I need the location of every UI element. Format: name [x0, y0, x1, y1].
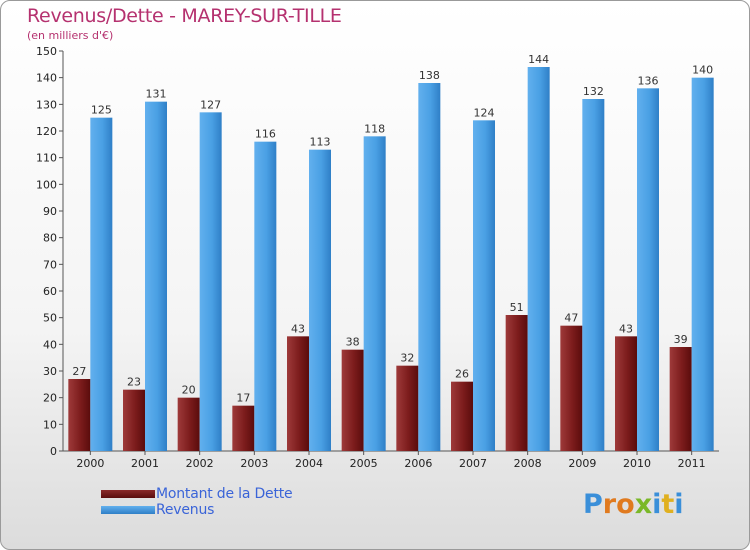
- y-tick-label: 20: [43, 392, 57, 405]
- data-label-revenue-2007: 124: [474, 106, 495, 119]
- bar-debt-2004: [287, 336, 309, 451]
- chart-bars: [68, 67, 714, 452]
- logo-letter: x: [634, 489, 653, 520]
- data-label-debt-2000: 27: [72, 365, 86, 378]
- bar-revenue-2002: [199, 112, 222, 451]
- y-tick-label: 40: [43, 338, 57, 351]
- x-tick-label: 2006: [404, 457, 432, 470]
- y-tick-label: 10: [43, 418, 57, 431]
- x-tick-label: 2005: [350, 457, 378, 470]
- data-label-debt-2010: 43: [619, 322, 633, 335]
- legend-label-debt: Montant de la Dette: [156, 486, 293, 502]
- y-tick-label: 140: [36, 72, 57, 85]
- data-label-revenue-2004: 113: [310, 136, 331, 149]
- data-label-revenue-2009: 132: [583, 85, 604, 98]
- bar-revenue-2000: [90, 117, 113, 452]
- data-label-revenue-2005: 118: [364, 122, 385, 135]
- x-tick-label: 2007: [459, 457, 487, 470]
- y-tick-label: 130: [36, 98, 57, 111]
- data-label-revenue-2003: 116: [255, 128, 276, 141]
- data-label-revenue-2002: 127: [200, 98, 221, 111]
- bar-debt-2006: [396, 365, 419, 451]
- x-tick-label: 2000: [76, 457, 104, 470]
- bar-debt-2008: [505, 315, 528, 451]
- bar-revenue-2010: [637, 88, 659, 451]
- x-tick-label: 2001: [131, 457, 159, 470]
- legend-swatch-debt: [101, 490, 155, 498]
- y-tick-label: 80: [43, 232, 57, 245]
- chart-title: Revenus/Dette - MAREY-SUR-TILLE: [27, 5, 342, 27]
- data-label-revenue-2001: 131: [146, 88, 167, 101]
- y-tick-label: 30: [43, 365, 57, 378]
- logo-letter: i: [652, 489, 662, 520]
- bar-debt-2003: [232, 405, 255, 451]
- bar-debt-2010: [615, 336, 637, 451]
- bar-revenue-2006: [418, 83, 441, 451]
- data-label-debt-2001: 23: [127, 376, 141, 389]
- logo-letter: i: [674, 489, 684, 520]
- data-label-revenue-2000: 125: [91, 104, 112, 117]
- bar-debt-2002: [177, 397, 200, 451]
- bar-debt-2000: [68, 379, 91, 451]
- legend-swatch-revenue: [101, 506, 155, 514]
- logo-letter: P: [583, 489, 603, 520]
- data-label-debt-2008: 51: [510, 301, 524, 314]
- y-tick-label: 100: [36, 178, 57, 191]
- x-tick-label: 2008: [514, 457, 542, 470]
- logo-letter: r: [602, 489, 617, 520]
- data-label-debt-2006: 32: [400, 352, 414, 365]
- x-tick-label: 2004: [295, 457, 323, 470]
- data-label-debt-2004: 43: [291, 322, 305, 335]
- bar-debt-2011: [669, 347, 692, 451]
- bar-debt-2009: [560, 325, 583, 451]
- x-tick-label: 2011: [678, 457, 706, 470]
- bar-revenue-2001: [145, 101, 167, 452]
- legend-label-revenue: Revenus: [156, 502, 215, 518]
- bar-debt-2007: [451, 381, 473, 451]
- data-label-revenue-2008: 144: [528, 53, 549, 66]
- data-label-revenue-2010: 136: [638, 74, 659, 87]
- bar-revenue-2008: [527, 67, 550, 451]
- data-label-debt-2002: 20: [182, 384, 196, 397]
- bar-revenue-2009: [582, 99, 605, 451]
- data-label-debt-2011: 39: [674, 333, 688, 346]
- bar-debt-2005: [341, 349, 364, 451]
- y-tick-label: 0: [50, 445, 57, 458]
- x-tick-label: 2009: [568, 457, 596, 470]
- data-label-debt-2009: 47: [564, 312, 578, 325]
- bar-revenue-2003: [254, 141, 277, 451]
- y-tick-label: 110: [36, 152, 57, 165]
- y-tick-label: 60: [43, 285, 57, 298]
- data-label-revenue-2011: 140: [692, 64, 713, 77]
- proxiti-logo: Proxiti: [583, 489, 684, 520]
- bar-debt-2001: [123, 389, 145, 451]
- x-tick-label: 2003: [240, 457, 268, 470]
- chart-data-labels: 27 125 23 131 20 127 17 116 43 113 38 118 32 138 26 124…: [72, 53, 713, 405]
- y-tick-label: 90: [43, 205, 57, 218]
- y-tick-label: 70: [43, 258, 57, 271]
- bar-revenue-2007: [473, 120, 495, 451]
- y-tick-label: 50: [43, 312, 57, 325]
- data-label-debt-2005: 38: [346, 336, 360, 349]
- bar-revenue-2004: [309, 149, 331, 451]
- y-tick-label: 120: [36, 125, 57, 138]
- x-tick-label: 2002: [186, 457, 214, 470]
- logo-letter: o: [616, 489, 635, 520]
- data-label-debt-2003: 17: [236, 392, 250, 405]
- logo-letter: t: [661, 489, 675, 520]
- data-label-revenue-2006: 138: [419, 69, 440, 82]
- y-tick-label: 150: [36, 45, 57, 58]
- chart-subtitle: (en milliers d'€): [27, 29, 114, 42]
- chart-axes: 0 10 20 30 40 50 60 70 80 90 100 110 120 130 140 150 200…: [36, 45, 719, 470]
- bar-revenue-2011: [691, 77, 714, 452]
- data-label-debt-2007: 26: [455, 368, 469, 381]
- bar-revenue-2005: [363, 136, 386, 452]
- x-tick-label: 2010: [623, 457, 651, 470]
